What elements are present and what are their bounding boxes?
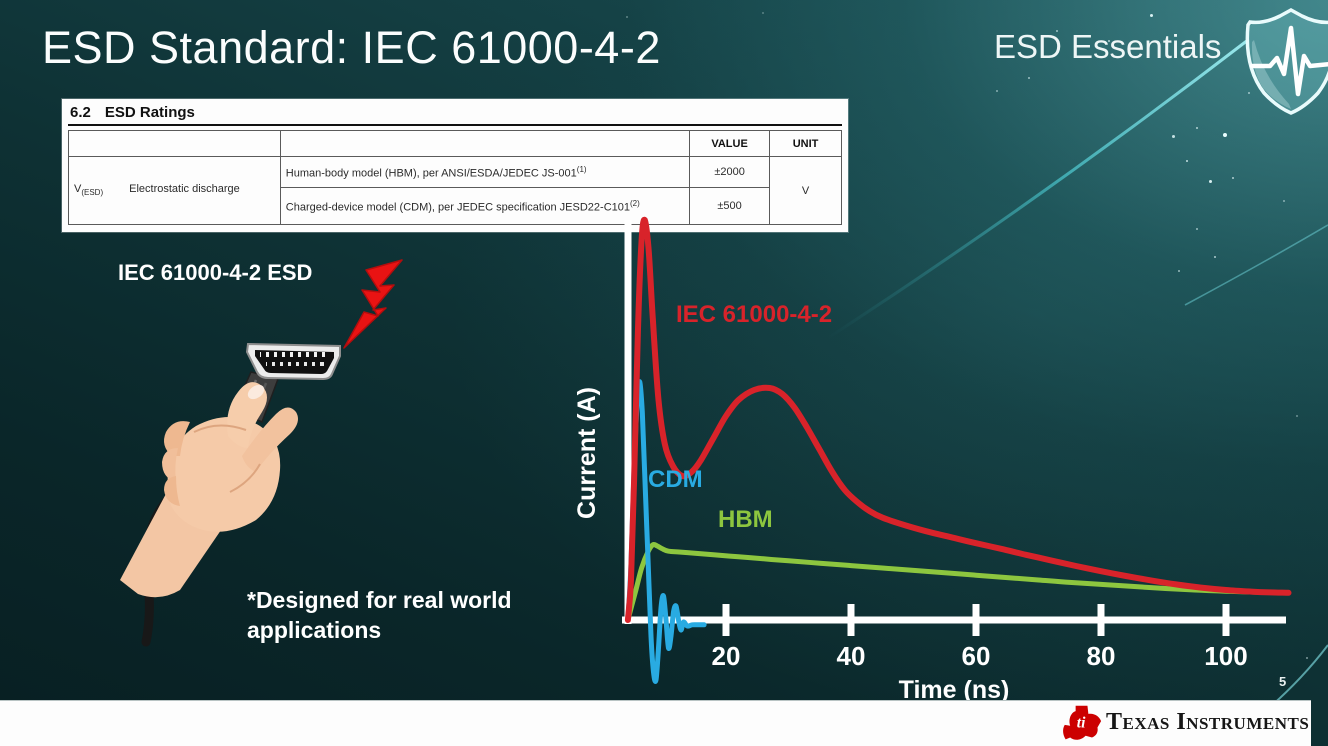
hbm-desc-cell: Human-body model (HBM), per ANSI/ESDA/JE… (279, 156, 691, 188)
section-title: ESD Ratings (104, 104, 195, 121)
ti-texas-logo: ti (1063, 705, 1102, 740)
ratings-table: VALUE UNIT V(ESD) Electrostatic discharge… (68, 130, 842, 225)
page-title: ESD Standard: IEC 61000-4-2 (42, 22, 661, 73)
series-label-iec-61000-4-2: IEC 61000-4-2 (676, 301, 832, 328)
star-dot (1108, 40, 1110, 42)
star-dot (1306, 657, 1308, 659)
star-dot (1209, 180, 1212, 183)
col-header-unit: UNIT (769, 130, 842, 157)
star-dot (1223, 133, 1227, 137)
star-dot (1172, 135, 1175, 138)
col-header-value: VALUE (689, 130, 771, 157)
hand (120, 382, 298, 598)
param-symbol: V(ESD) (74, 183, 104, 198)
star-dot (1186, 160, 1188, 162)
shield-pulse-icon (1245, 8, 1328, 115)
star-dot (1028, 77, 1030, 79)
illustration-label: IEC 61000-4-2 ESD (118, 260, 313, 285)
star-dot (1196, 228, 1198, 230)
footnote: *Designed for real world applications (247, 585, 512, 646)
lightning-bolt-icon (343, 259, 403, 349)
star-dot (1296, 415, 1298, 417)
star-dot (1178, 270, 1180, 272)
footnote-line2: applications (247, 617, 382, 644)
x-tick-label: 40 (837, 641, 866, 671)
footnote-line1: *Designed for real world (247, 587, 512, 613)
hbm-value-cell: ±2000 (689, 156, 771, 188)
x-tick-label: 60 (962, 641, 991, 671)
empty-header-cell (68, 130, 281, 157)
star-dot (1283, 200, 1285, 202)
series-label-hbm: HBM (718, 506, 773, 533)
unit-cell: V (769, 156, 842, 225)
esd-ratings-table-card: 6.2 ESD Ratings VALUE UNIT V(ESD) Electros… (62, 99, 848, 232)
x-tick-label: 100 (1204, 641, 1247, 671)
star-dot (1150, 14, 1153, 17)
series-hbm (625, 541, 1273, 623)
empty-header-cell (279, 130, 691, 157)
star-dot (626, 16, 628, 18)
esd-waveform-chart: 20 40 60 80 100 Time (ns) Current (A) HBM CDM IEC… (573, 216, 1292, 703)
brand-name: Texas Instruments (1106, 709, 1310, 735)
series-label-cdm: CDM (648, 466, 703, 493)
series-cdm (625, 379, 707, 684)
y-axis-label: Current (A) (573, 387, 601, 519)
star-dot (1248, 92, 1250, 94)
svg-text:ti: ti (1077, 715, 1086, 732)
cdm-value-cell: ±500 (689, 187, 771, 225)
star-dot (1196, 127, 1198, 129)
footer-bar: ti Texas Instruments (0, 700, 1311, 746)
hand-holding-hdmi-cable (120, 259, 403, 647)
page-number: 5 (1279, 674, 1287, 689)
param-name: Electrostatic discharge (129, 183, 240, 196)
x-tick-label: 80 (1087, 641, 1116, 671)
star-dot (1056, 30, 1058, 32)
section-number: 6.2 (70, 104, 91, 121)
hdmi-connector (245, 342, 341, 381)
table-heading: 6.2 ESD Ratings (68, 103, 842, 126)
x-axis-label: Time (ns) (899, 676, 1010, 703)
cdm-desc-cell: Charged-device model (CDM), per JEDEC sp… (279, 187, 691, 225)
param-cell: V(ESD) Electrostatic discharge (68, 156, 281, 225)
program-title: ESD Essentials (994, 28, 1222, 65)
x-tick-label: 20 (712, 641, 741, 671)
star-dot (996, 90, 998, 92)
series-iec-61000-4-2 (624, 216, 1292, 623)
star-dot (1232, 177, 1234, 179)
star-dot (762, 12, 764, 14)
star-dot (1214, 256, 1216, 258)
